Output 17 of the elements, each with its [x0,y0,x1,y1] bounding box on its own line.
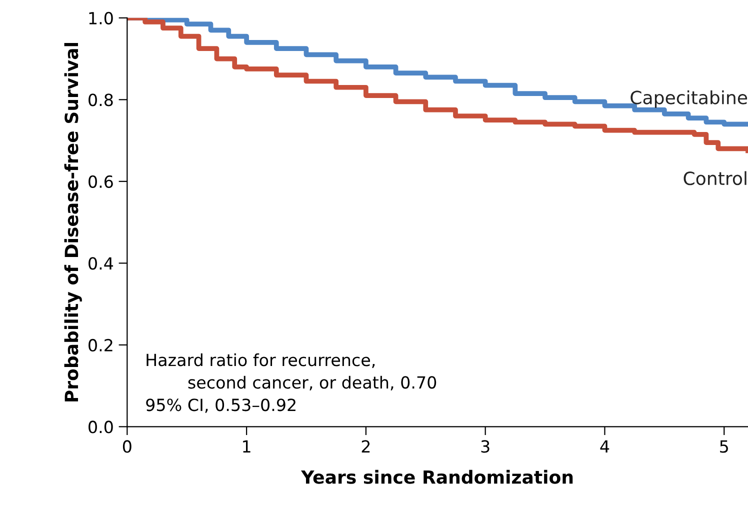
series-label: Capecitabine [630,90,748,108]
x-tick-label: 5 [720,440,728,453]
x-axis-title: Years since Randomization [300,470,573,484]
y-tick-label: 0.4 [88,257,114,270]
y-tick-label: 0.0 [88,420,113,434]
series-label: Control [684,171,746,186]
y-tick-label: 0.6 [88,175,113,188]
y-tick-label: 0.2 [88,338,112,352]
y-axis-title: Probability of Disease-free Survival [64,42,82,402]
y-tick-label: 0.8 [88,94,113,106]
x-tick-label: 4 [600,440,610,453]
x-tick-label: 1 [243,440,250,453]
x-tick-label: 0 [122,440,132,453]
x-tick-label: 2 [362,440,370,453]
annotation: Hazard ratio for recurrence, second cancer, or death, 0.70 95% CI, 0.53–0.92 [146,353,436,413]
x-tick-label: 3 [481,440,490,453]
y-tick-label: 1.0 [89,12,113,24]
